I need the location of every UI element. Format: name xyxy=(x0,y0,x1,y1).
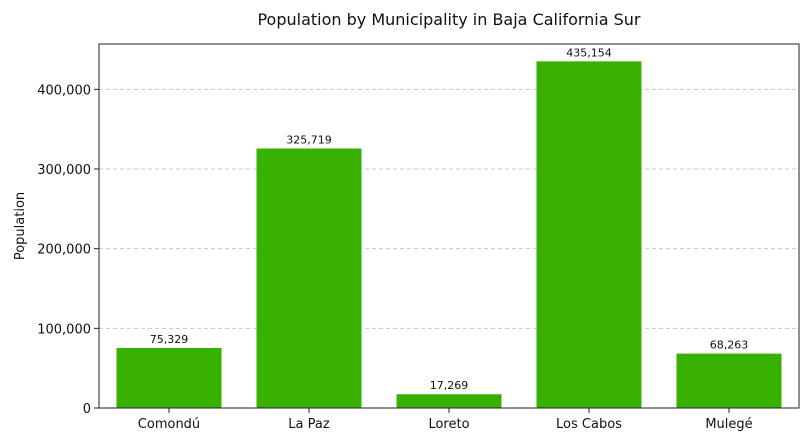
y-tick-label: 100,000 xyxy=(37,322,91,337)
bar xyxy=(116,347,222,408)
bar-value-label: 75,329 xyxy=(150,333,189,346)
bar-value-label: 68,263 xyxy=(710,339,749,352)
chart-title: Population by Municipality in Baja Calif… xyxy=(257,10,640,29)
y-tick-label: 0 xyxy=(83,402,91,417)
x-tick-label: Loreto xyxy=(428,417,469,432)
bar xyxy=(256,148,362,409)
bar xyxy=(676,353,782,408)
bar-value-labels: 75,329 325,719 17,269 435,154 68,263 xyxy=(150,46,749,392)
y-tick-label: 200,000 xyxy=(37,243,91,258)
bar-value-label: 325,719 xyxy=(286,134,332,147)
bars xyxy=(116,61,782,409)
x-tick-label: Los Cabos xyxy=(556,417,622,432)
bar-value-label: 435,154 xyxy=(566,46,612,59)
y-tick-label: 300,000 xyxy=(37,163,91,178)
x-tick-label: Comondú xyxy=(138,417,200,432)
y-axis-ticks: 0 100,000 200,000 300,000 400,000 xyxy=(37,83,99,417)
gridlines xyxy=(99,88,799,329)
x-axis-ticks: Comondú La Paz Loreto Los Cabos Mulegé xyxy=(138,408,753,432)
x-tick-label: La Paz xyxy=(288,417,330,432)
bar-value-label: 17,269 xyxy=(430,379,469,392)
y-tick-label: 400,000 xyxy=(37,83,91,98)
bar xyxy=(396,394,502,408)
plot-frame xyxy=(98,43,800,409)
bar xyxy=(536,61,642,409)
x-tick-label: Mulegé xyxy=(705,417,752,432)
y-axis-label: Population xyxy=(13,192,28,260)
